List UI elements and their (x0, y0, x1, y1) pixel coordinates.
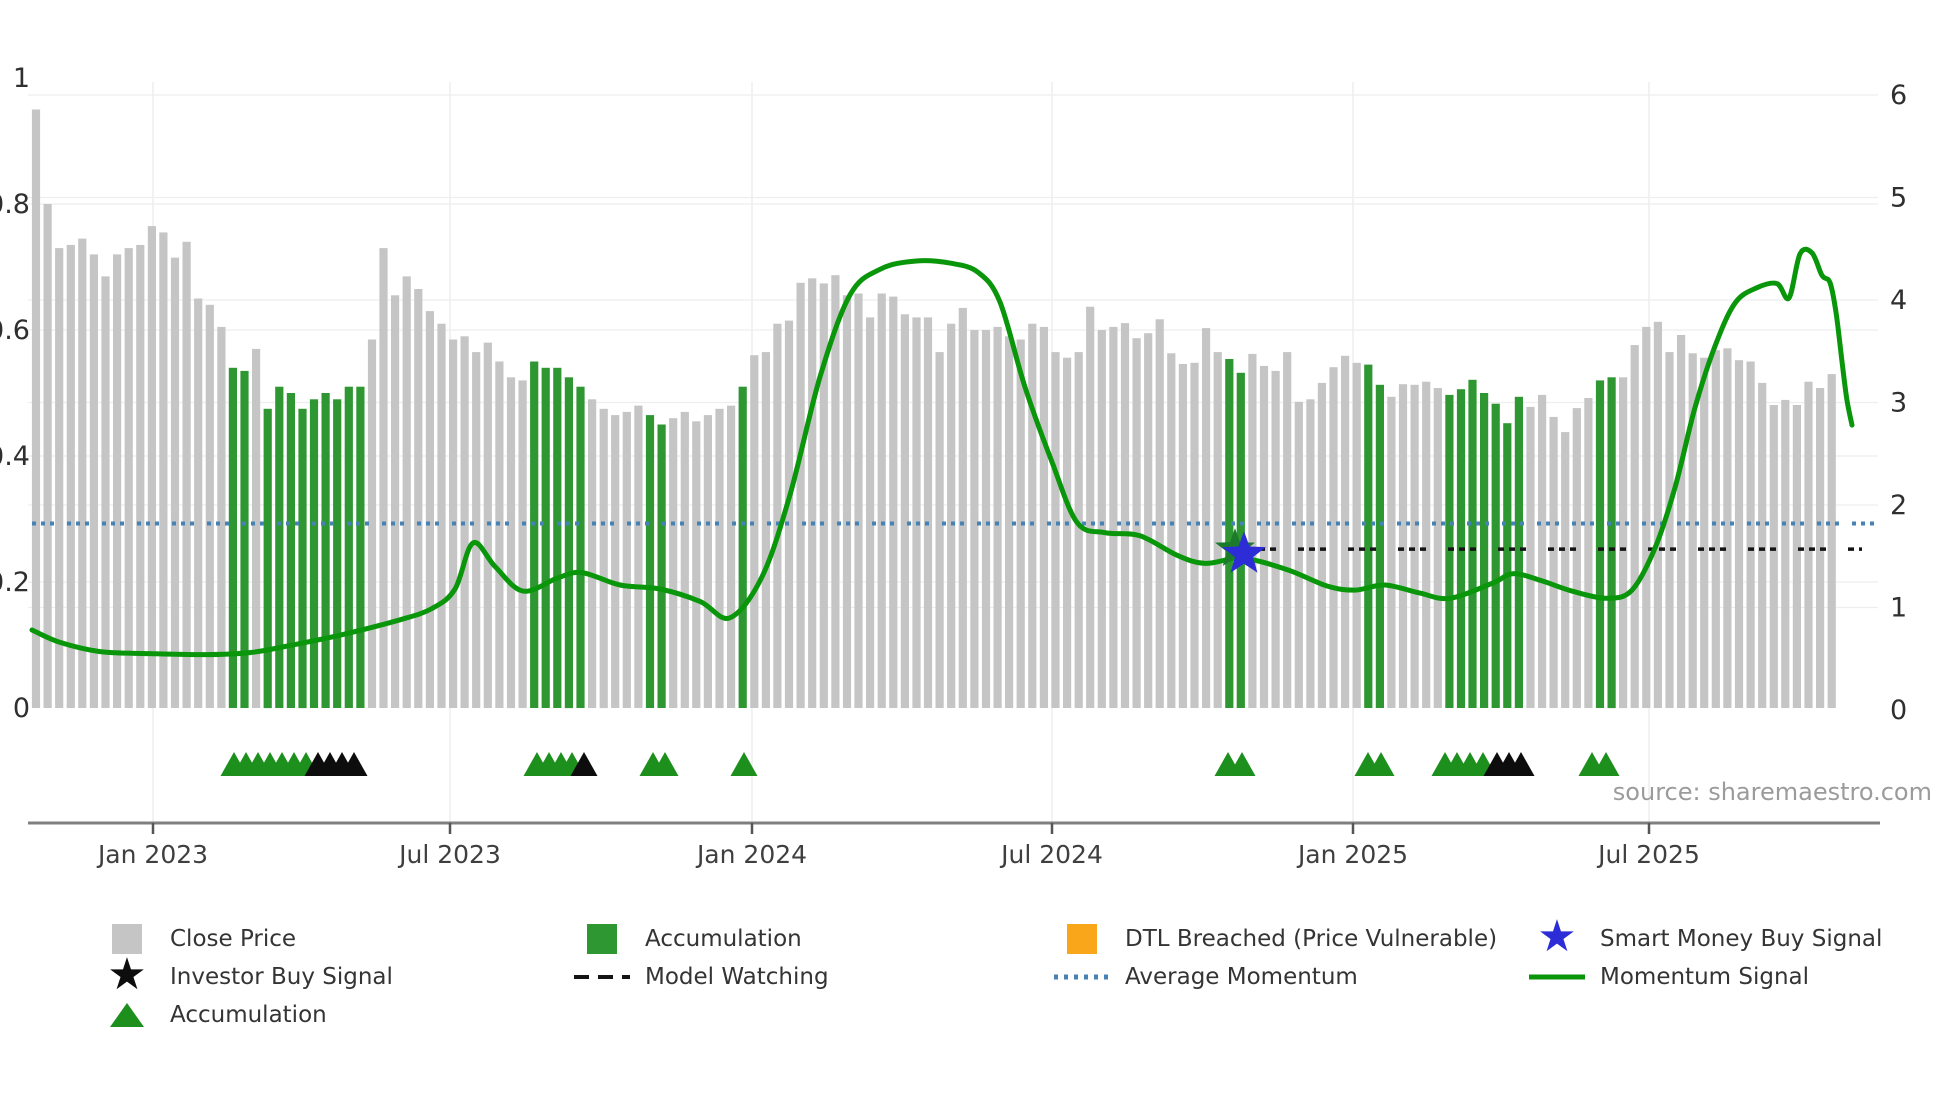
legend-label: Average Momentum (1125, 964, 1358, 990)
legend-column-1: Close Price ★ Investor Buy Signal Accumu… (96, 920, 393, 1034)
legend-item-close-price: Close Price (96, 920, 393, 958)
right-axis-label: 4 (1890, 285, 1907, 316)
right-axis-label: 6 (1890, 80, 1907, 111)
momentum-signal-line (29, 246, 1855, 658)
right-axis-label: 2 (1890, 490, 1907, 521)
legend-item-accumulation-triangle: Accumulation (96, 996, 393, 1034)
dashed-black-line-icon (574, 975, 630, 979)
x-tick-label: Jan 2025 (1296, 840, 1408, 869)
x-tick-label: Jan 2024 (695, 840, 807, 869)
legend-item-model-watching: Model Watching (571, 958, 829, 996)
left-axis-label: 1 (13, 63, 30, 94)
left-axis-label: 0.8 (0, 189, 30, 220)
legend-item-average-momentum: Average Momentum (1051, 958, 1497, 996)
legend-item-dtl-breached: DTL Breached (Price Vulnerable) (1051, 920, 1497, 958)
x-tick-label: Jul 2025 (1596, 840, 1700, 869)
left-axis-label: 0.2 (0, 567, 30, 598)
black-star-icon: ★ (107, 949, 147, 1000)
right-axis-label: 5 (1890, 183, 1907, 214)
legend-item-investor-buy-signal: ★ Investor Buy Signal (96, 949, 393, 1000)
accumulation-triangle-markers (220, 752, 1620, 776)
right-axis-label: 0 (1890, 695, 1907, 726)
legend-label: Smart Money Buy Signal (1600, 926, 1883, 952)
legend-label: Model Watching (645, 964, 829, 990)
legend-item-accumulation-bar: Accumulation (571, 920, 829, 958)
legend-label: Close Price (170, 926, 297, 952)
source-note: source: sharemaestro.com (1613, 778, 1932, 806)
right-axis-label: 1 (1890, 593, 1907, 624)
investor-buy-triangle-markers (304, 752, 1535, 776)
legend-column-4: ★ Smart Money Buy Signal Momentum Signal (1526, 911, 1883, 996)
x-tick-label: Jul 2024 (999, 840, 1103, 869)
right-axis-label: 3 (1890, 388, 1907, 419)
blue-star-icon: ★ (1537, 911, 1577, 962)
legend-label: Momentum Signal (1600, 964, 1810, 990)
dotted-blue-line-icon (1054, 974, 1110, 980)
legend-item-smart-money-buy-signal: ★ Smart Money Buy Signal (1526, 911, 1883, 962)
accumulation-swatch-icon (587, 924, 617, 954)
legend-label: Accumulation (170, 1002, 327, 1028)
left-axis-label: 0.4 (0, 441, 30, 472)
x-tick-label: Jul 2023 (397, 840, 501, 869)
legend-column-3: DTL Breached (Price Vulnerable) Average … (1051, 920, 1497, 996)
left-axis-label: 0 (13, 693, 30, 724)
legend-label: DTL Breached (Price Vulnerable) (1125, 926, 1498, 952)
legend-label: Accumulation (645, 926, 802, 952)
smart-money-buy-star (1222, 531, 1266, 573)
green-triangle-icon (110, 1003, 144, 1027)
x-tick-label: Jan 2023 (96, 840, 208, 869)
dtl-breached-swatch-icon (1067, 924, 1097, 954)
legend-label: Investor Buy Signal (170, 964, 393, 990)
left-axis-label: 0.6 (0, 315, 30, 346)
legend-column-2: Accumulation Model Watching (571, 920, 829, 996)
close-price-bars (31, 109, 1836, 709)
legend-item-momentum-signal: Momentum Signal (1526, 958, 1882, 996)
close-price-swatch-icon (112, 924, 142, 954)
green-line-icon (1529, 974, 1585, 980)
